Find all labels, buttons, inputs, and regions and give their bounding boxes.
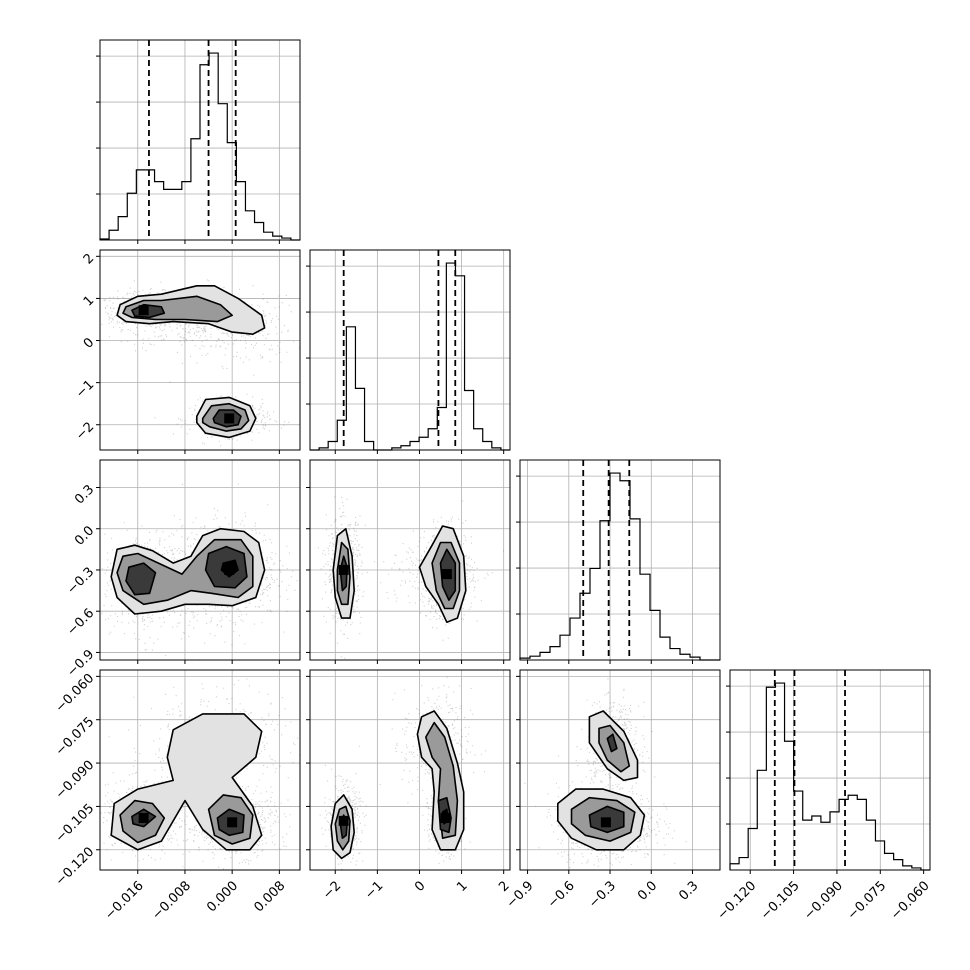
histogram-panel-p0	[96, 40, 300, 240]
panel-content	[66, 250, 313, 450]
x-tick-label-p3: −0.120	[715, 878, 760, 923]
y-tick-label-p3: −0.090	[53, 758, 98, 803]
x-tick-label-p2: 0.0	[635, 878, 660, 903]
density-peak	[441, 813, 451, 823]
y-tick-label-p1: 2	[81, 251, 97, 267]
x-tick-label-p2: −0.6	[545, 878, 578, 911]
panel-content	[71, 460, 309, 672]
y-tick-label-p2: 0.3	[72, 482, 97, 507]
histogram-panel-p1	[306, 250, 510, 450]
histogram-panel-p3	[726, 670, 930, 870]
density-peak	[224, 565, 234, 575]
x-tick-label-p3: −0.075	[845, 878, 890, 923]
y-tick-label-p2: −0.6	[64, 606, 97, 639]
density-panel-p1-p2	[306, 460, 510, 660]
y-tick-label-p2: −0.3	[64, 565, 97, 598]
x-tick-label-p0: −0.008	[149, 878, 194, 923]
y-tick-label-p2: −0.9	[64, 647, 97, 680]
x-tick-label-p1: 2	[496, 878, 512, 894]
x-tick-label-p1: −1	[362, 878, 386, 902]
x-tick-label-p0: −0.016	[102, 878, 147, 923]
histogram-step-p1	[310, 263, 510, 450]
histogram-panel-p2	[516, 460, 720, 660]
density-peak	[227, 817, 237, 827]
density-peak	[339, 816, 349, 826]
density-peak	[139, 305, 149, 315]
density-peak	[339, 565, 349, 575]
histogram-step-p2	[520, 473, 720, 660]
y-tick-label-p1: 1	[81, 293, 97, 309]
axes-frame	[520, 460, 720, 660]
x-tick-label-p1: 1	[454, 878, 470, 894]
density-panel-p0-p1	[66, 250, 313, 450]
panel-content	[520, 670, 720, 881]
density-peak	[442, 569, 452, 579]
x-tick-label-p3: −0.090	[801, 878, 846, 923]
x-tick-label-p0: 0.008	[251, 878, 288, 915]
x-tick-label-p0: 0.000	[204, 878, 241, 915]
panel-content	[310, 460, 510, 660]
density-peak	[139, 813, 149, 823]
x-tick-label-p3: −0.105	[758, 878, 803, 923]
x-tick-label-p1: 0	[412, 878, 428, 894]
y-tick-label-p2: 0.0	[72, 523, 97, 548]
x-tick-label-p1: −2	[320, 878, 344, 902]
histogram-step-p3	[730, 683, 930, 870]
y-tick-label-p1: −2	[73, 419, 97, 443]
x-tick-label-p2: −0.3	[586, 878, 619, 911]
density-peak	[601, 817, 611, 827]
y-tick-label-p1: 0	[81, 335, 97, 351]
density-panel-p0-p3	[81, 651, 321, 872]
x-tick-label-p2: −0.9	[504, 878, 537, 911]
y-tick-label-p3: −0.120	[53, 844, 98, 889]
panel-content	[310, 670, 510, 871]
y-tick-label-p3: −0.075	[53, 714, 98, 759]
density-panel-p2-p3	[516, 670, 720, 881]
panel-content	[81, 651, 321, 872]
x-tick-label-p2: 0.3	[676, 878, 701, 903]
histogram-step-p0	[100, 53, 300, 240]
density-panel-p0-p2	[71, 460, 309, 672]
y-tick-label-p3: −0.105	[53, 801, 98, 846]
y-tick-label-p1: −1	[73, 377, 97, 401]
x-tick-label-p3: −0.060	[888, 878, 933, 923]
density-peak	[224, 413, 234, 423]
density-panel-p1-p3	[306, 670, 510, 871]
